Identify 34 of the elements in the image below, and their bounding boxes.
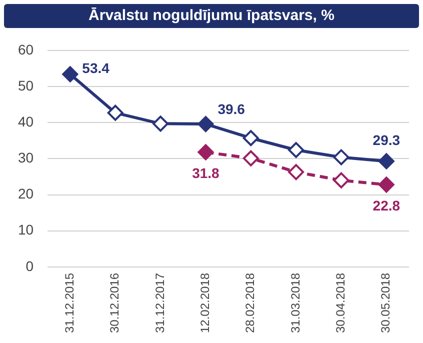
data-label: 29.3 bbox=[372, 132, 400, 148]
y-tick-label: 20 bbox=[18, 186, 34, 202]
y-tick-label: 30 bbox=[18, 150, 34, 166]
point bbox=[333, 149, 350, 166]
x-tick-label: 31.03.2018 bbox=[288, 272, 302, 334]
x-tick-label: 31.12.2015 bbox=[62, 272, 76, 334]
point bbox=[288, 142, 304, 158]
data-label: 22.8 bbox=[372, 198, 400, 214]
point bbox=[378, 153, 394, 170]
data-label: 31.8 bbox=[192, 165, 220, 182]
point bbox=[378, 176, 394, 193]
point bbox=[242, 130, 259, 146]
data-label: 53.4 bbox=[82, 60, 110, 76]
point bbox=[333, 172, 350, 188]
point bbox=[62, 66, 78, 82]
y-tick-label: 40 bbox=[18, 113, 34, 130]
point bbox=[198, 144, 214, 160]
x-tick-label: 31.12.2017 bbox=[152, 272, 167, 334]
y-tick-label: 10 bbox=[18, 222, 34, 238]
y-tick-label: 0 bbox=[26, 258, 34, 274]
x-tick-label: 30.04.2018 bbox=[334, 272, 348, 334]
point bbox=[288, 164, 304, 180]
point bbox=[242, 150, 259, 166]
point bbox=[107, 104, 124, 121]
x-tick-label: 30.12.2016 bbox=[108, 272, 122, 334]
y-tick-label: 50 bbox=[18, 77, 34, 94]
x-tick-label: 12.02.2018 bbox=[198, 272, 212, 334]
x-tick-label: 28.02.2018 bbox=[243, 272, 258, 334]
point bbox=[152, 116, 169, 132]
x-tick-label: 30.05.2018 bbox=[378, 272, 393, 334]
chart-title: Ārvalstu noguldījumu īpatsvars, % bbox=[4, 4, 419, 28]
point bbox=[198, 116, 214, 132]
y-tick-label: 60 bbox=[18, 41, 34, 58]
data-label: 39.6 bbox=[218, 100, 246, 117]
